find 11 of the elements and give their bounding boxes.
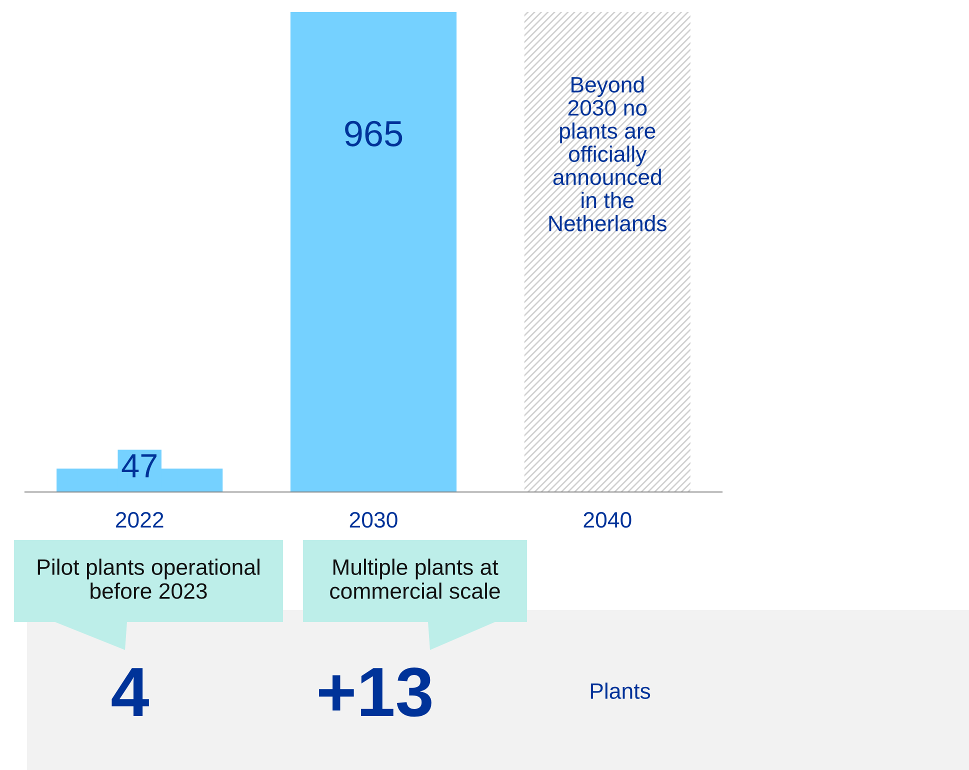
x-tick-label: 2030 <box>350 512 398 528</box>
text: +13 <box>319 667 432 717</box>
x-tick-label: 2022 <box>116 512 164 528</box>
x-tick-label: 2040 <box>584 512 632 528</box>
text: Pilot plants operational before 2023 <box>38 558 260 599</box>
data-label: 965 <box>345 120 402 146</box>
text: Multiple plants at commercial scale <box>330 558 500 599</box>
text: 4 <box>112 668 149 716</box>
band-label: Beyond 2030 no plants are officially announced in the Netherlands <box>549 76 667 232</box>
data-label: 47 <box>122 454 156 478</box>
text: Plants <box>590 682 650 699</box>
